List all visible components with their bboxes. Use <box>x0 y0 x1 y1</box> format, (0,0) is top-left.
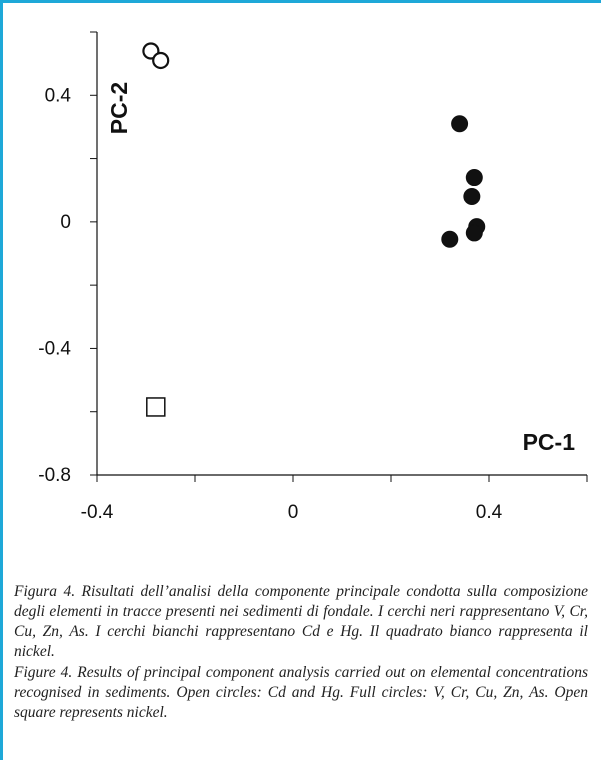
data-point-filled-circle <box>463 188 481 206</box>
caption-italian: Figura 4. Risultati dell’analisi della c… <box>14 583 588 660</box>
x-tick-label: 0.4 <box>476 502 503 523</box>
y-tick-label: -0.8 <box>38 465 71 486</box>
scatter-plot: 0.4 0 -0.4 -0.8 -0.4 0 0.4 PC-1 PC-2 <box>38 31 588 523</box>
y-tick-label: 0 <box>60 212 71 233</box>
x-tick-label: 0 <box>288 502 299 523</box>
data-point-filled-circle <box>441 230 459 248</box>
y-axis-title: PC-2 <box>106 82 132 134</box>
caption-english: Figure 4. Results of principal component… <box>14 664 588 721</box>
x-tick-label: -0.4 <box>81 502 114 523</box>
data-point-filled-circle <box>465 169 483 187</box>
x-axis-title: PC-1 <box>523 429 576 455</box>
data-point-filled-circle <box>451 115 469 133</box>
data-point-open-circle <box>152 51 170 70</box>
y-tick-label: -0.4 <box>38 338 71 359</box>
data-point-filled-circle <box>465 224 483 242</box>
data-point-open-square <box>146 397 166 417</box>
y-tick-label: 0.4 <box>45 85 72 106</box>
